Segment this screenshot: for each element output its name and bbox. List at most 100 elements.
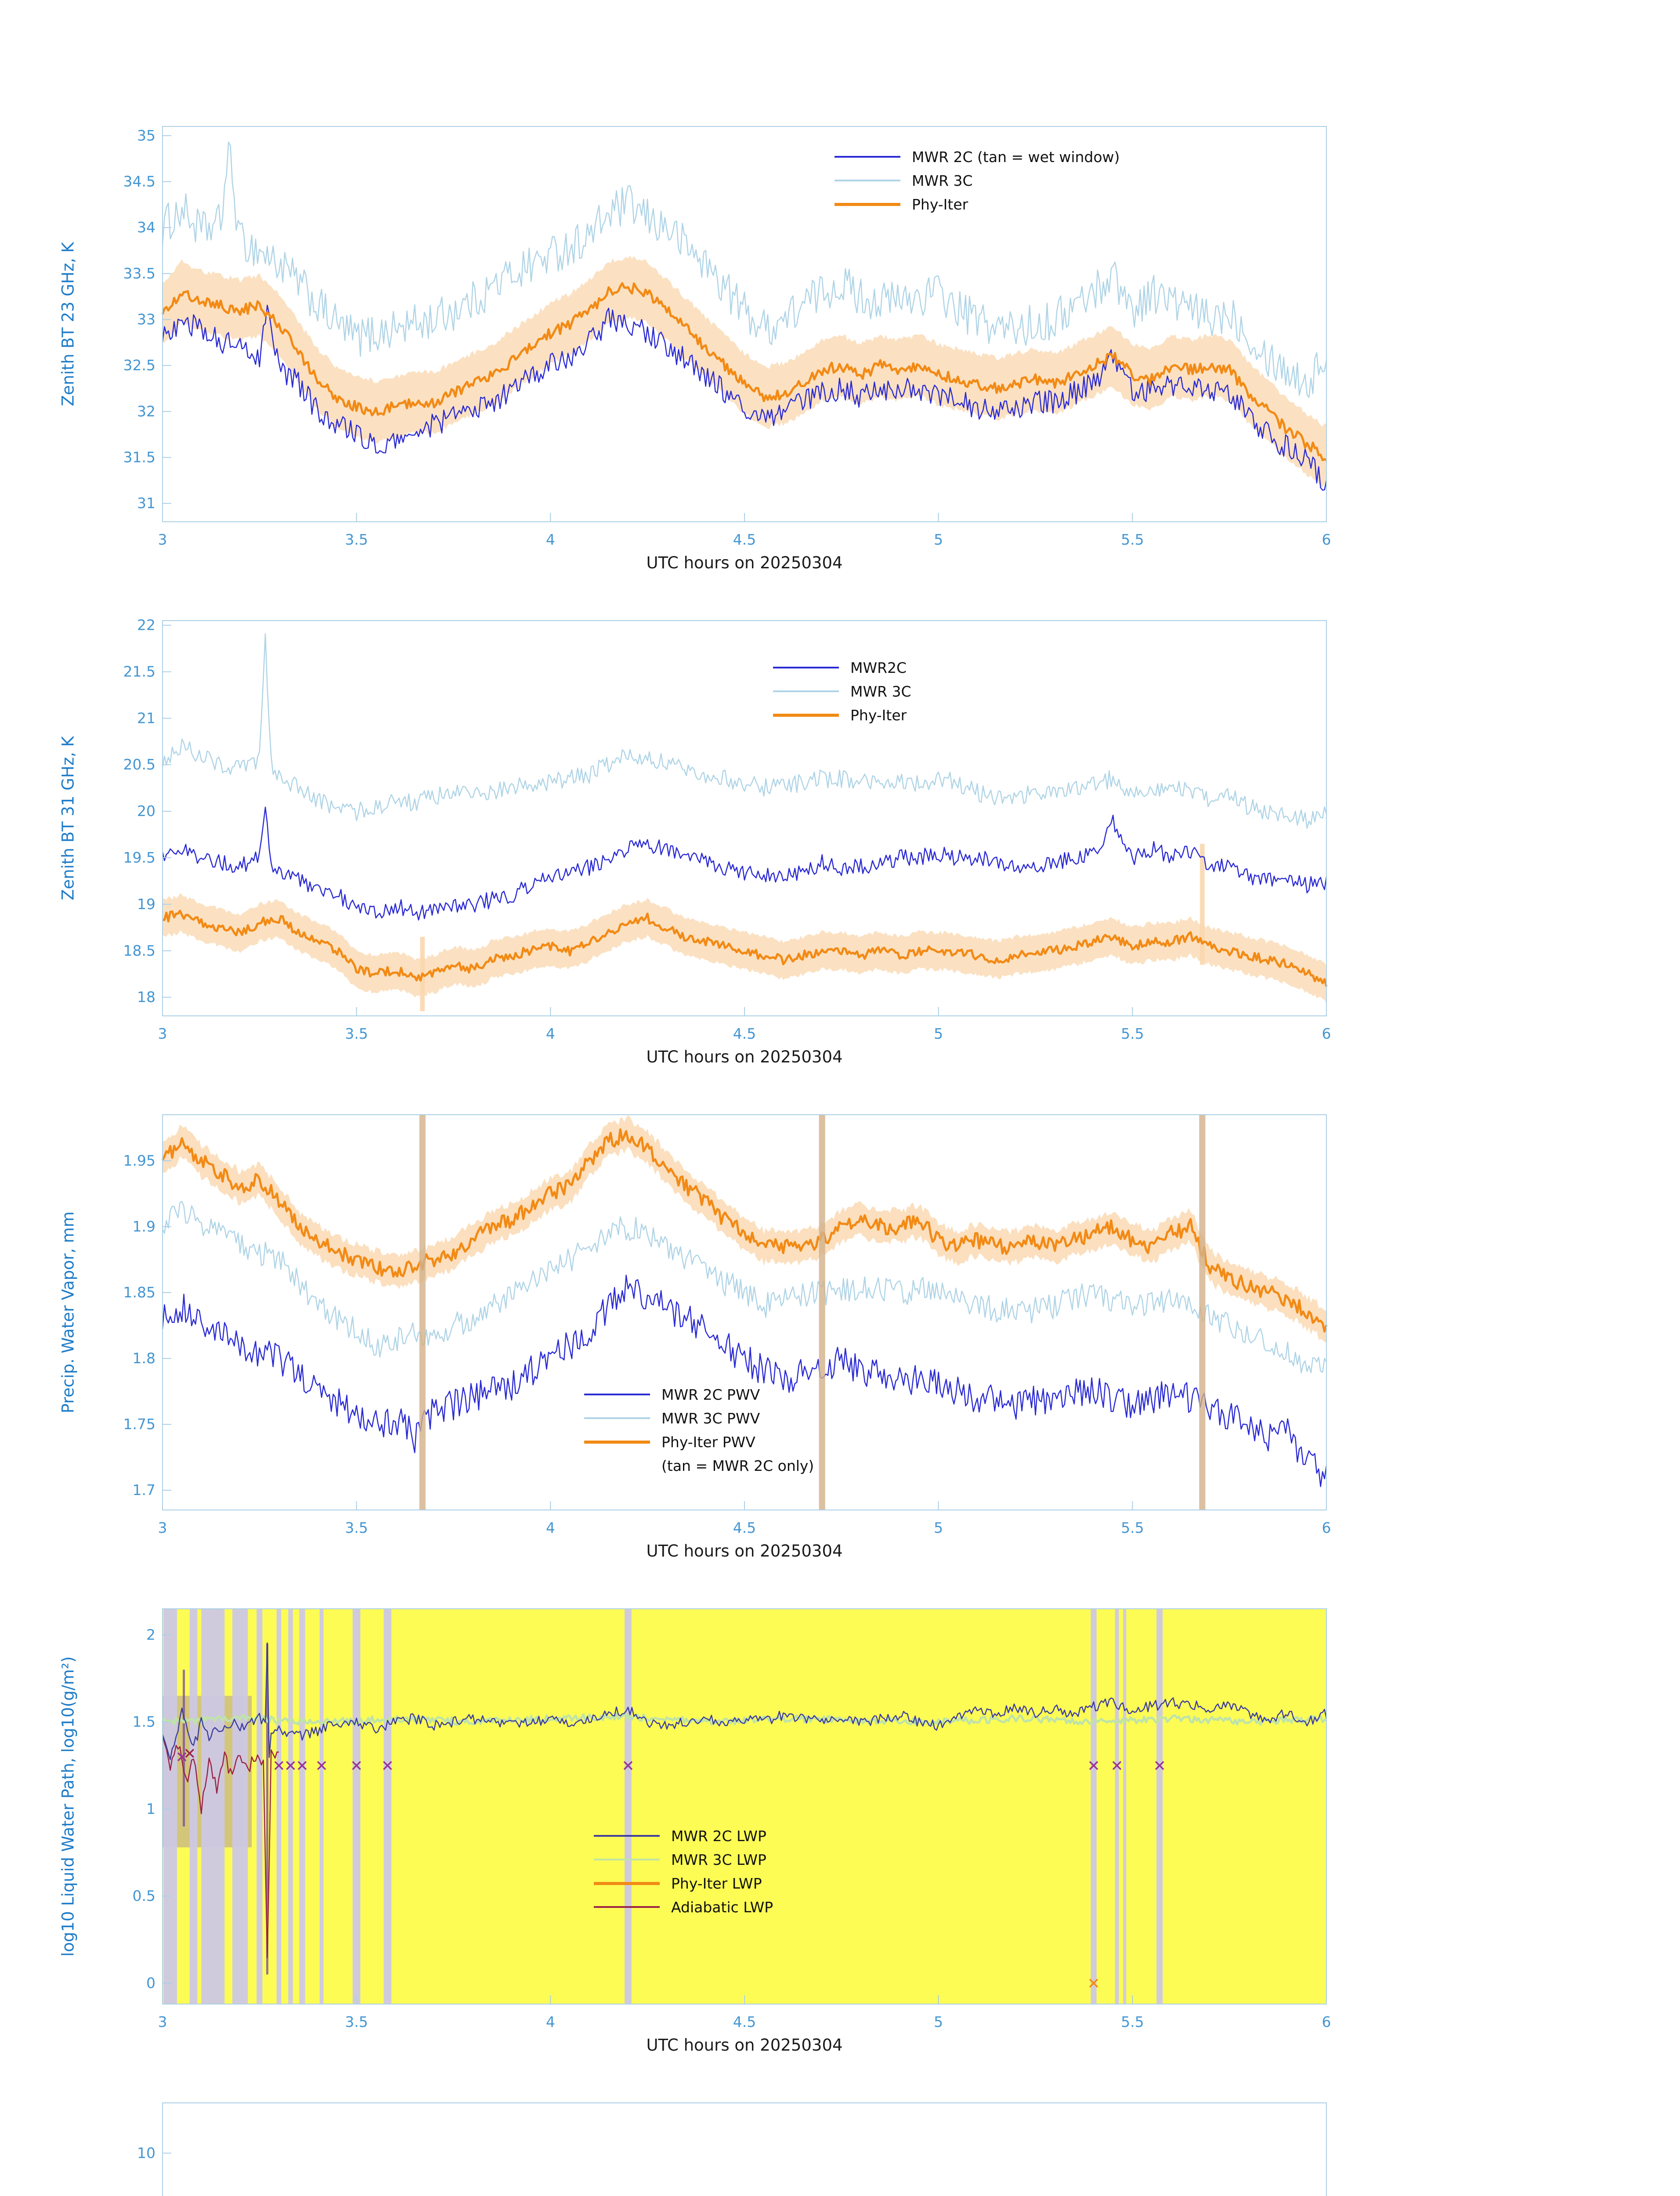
series-line [161, 282, 1327, 461]
uncertainty-band [163, 893, 1326, 1004]
legend-swatch [584, 1417, 650, 1419]
event-bar [288, 1609, 293, 2004]
legend-swatch [594, 1835, 660, 1837]
x-tick-label: 3.5 [345, 2013, 368, 2030]
legend-label: Phy-Iter [912, 195, 968, 213]
series-line [162, 1201, 1327, 1373]
legend-item: Phy-Iter PWV [584, 1434, 814, 1451]
legend-swatch [835, 202, 900, 206]
legend-swatch [584, 1394, 650, 1395]
y-axis-label: log10 Liquid Water Path, log10(g/m²) [58, 1656, 78, 1957]
legend: MWR2C MWR 3C Phy-Iter [773, 659, 911, 724]
legend-item: MWR 2C PWV [584, 1386, 814, 1403]
x-tick-label: 6 [1322, 1519, 1331, 1536]
event-bar [189, 1609, 198, 2004]
x-marker [1155, 1761, 1164, 1770]
series-line [161, 1128, 1328, 1333]
legend-item: (tan = MWR 2C only) [584, 1457, 814, 1474]
legend-item: MWR 3C PWV [584, 1410, 814, 1427]
y-tick-label: 18 [137, 989, 155, 1006]
legend-label: Phy-Iter [850, 706, 907, 724]
x-marker [1112, 1761, 1122, 1770]
series-line [162, 1275, 1327, 1487]
y-tick-label: 21.5 [123, 663, 155, 680]
legend-item: MWR 3C LWP [594, 1851, 773, 1868]
panel-precip-water-vapor: 3 3.5 4 4.5 5 5.5 6 1.7 1.75 1.8 1.85 1.9 1.95 Preci… [0, 1102, 1680, 1596]
chart-precip-water-vapor: 3 3.5 4 4.5 5 5.5 6 1.7 1.75 1.8 1.85 1.9 1.95 [123, 1114, 1331, 1536]
legend-item: MWR 3C [835, 172, 1120, 189]
x-tick-label: 5.5 [1121, 1025, 1144, 1042]
legend-label: MWR2C [850, 659, 907, 676]
x-marker [185, 1748, 195, 1758]
x-tick-label: 6 [1322, 1025, 1331, 1042]
plot-background [163, 1609, 1326, 2004]
legend-item: MWR 2C LWP [594, 1828, 773, 1845]
y-tick-label: 1.75 [123, 1416, 155, 1433]
x-tick-label: 5.5 [1121, 2013, 1144, 2030]
legend-swatch [773, 690, 839, 692]
x-marker [177, 1752, 187, 1762]
y-tick-label: 1.7 [133, 1481, 155, 1499]
x-marker [352, 1761, 361, 1770]
event-bar [383, 1609, 392, 2004]
x-axis-label: UTC hours on 20250304 [646, 1542, 843, 1560]
x-axis-label: UTC hours on 20250304 [646, 1047, 843, 1066]
legend: MWR 2C LWP MWR 3C LWP Phy-Iter LWP Adiabati… [594, 1828, 773, 1916]
x-tick-label: 3 [158, 1025, 167, 1042]
x-marker [1089, 1979, 1098, 1988]
y-tick-label: 20 [137, 802, 155, 820]
event-bar [319, 1609, 324, 2004]
x-tick-label: 5 [934, 2013, 943, 2030]
legend-label: Phy-Iter LWP [671, 1875, 762, 1892]
event-bar [352, 1609, 361, 2004]
x-tick-label: 4 [546, 1519, 555, 1536]
event-bar [819, 1115, 825, 1510]
x-tick-label: 5 [934, 531, 943, 548]
x-marker [274, 1761, 284, 1770]
event-bar [1115, 1609, 1119, 2004]
chart-liquid-water-path: 3 3.5 4 4.5 5 5.5 6 0 0.5 1 1.5 2 [133, 1608, 1331, 2030]
event-bar [1123, 1609, 1127, 2004]
legend-label: MWR 3C LWP [671, 1851, 766, 1868]
legend-item: Adiabatic LWP [594, 1899, 773, 1916]
event-bar [1091, 1609, 1097, 2004]
legend-label: MWR 3C PWV [661, 1409, 760, 1427]
y-tick-label: 34 [137, 219, 155, 236]
event-bar [276, 1609, 282, 2004]
x-marker [623, 1761, 633, 1770]
series-line [162, 1735, 279, 1958]
y-tick-label: 22 [137, 617, 155, 634]
axes-box [162, 2102, 1327, 2196]
x-marker [383, 1761, 392, 1770]
chart-zenith-bt-31: 3 3.5 4 4.5 5 5.5 6 18 18.5 19 19.5 20 20.5 21 21.5 22 [123, 617, 1331, 1042]
x-axis-label: UTC hours on 20250304 [646, 2036, 843, 2055]
event-bar [299, 1609, 305, 2004]
panel-dq-flag: 33.544.555.560246810 MWR Phy Iter DQ Fla… [0, 2090, 1680, 2196]
legend-swatch [835, 156, 900, 158]
uncertainty-band [163, 255, 1326, 488]
legend-item: Phy-Iter [773, 706, 911, 724]
x-tick-label: 5.5 [1121, 1519, 1144, 1536]
y-tick-label: 1.5 [133, 1713, 155, 1730]
legend-item: Phy-Iter [835, 196, 1120, 213]
y-tick-label: 1.8 [133, 1350, 155, 1367]
y-tick-label: 20.5 [123, 756, 155, 773]
x-tick-label: 4.5 [733, 1519, 756, 1536]
legend: MWR 2C PWV MWR 3C PWV Phy-Iter PWV (tan = M… [584, 1386, 814, 1474]
x-axis-label: UTC hours on 20250304 [646, 553, 843, 572]
legend-item: Phy-Iter LWP [594, 1875, 773, 1892]
event-bar [1199, 1115, 1206, 1510]
event-bar [419, 1115, 426, 1510]
x-tick-label: 5 [934, 1025, 943, 1042]
series-line [162, 633, 1327, 829]
y-tick-label: 0.5 [133, 1887, 155, 1904]
x-tick-label: 4.5 [733, 531, 756, 548]
series-line [162, 910, 1328, 987]
x-tick-label: 4 [546, 531, 555, 548]
y-tick-label: 0 [146, 1974, 155, 1991]
x-tick-label: 4.5 [733, 1025, 756, 1042]
panel-zenith-bt-23: 3 3.5 4 4.5 5 5.5 6 31 31.5 32 32.5 33 33.5 34 34.5 35 … [0, 113, 1680, 607]
x-tick-label: 3.5 [345, 1025, 368, 1042]
event-bar [1200, 844, 1205, 965]
